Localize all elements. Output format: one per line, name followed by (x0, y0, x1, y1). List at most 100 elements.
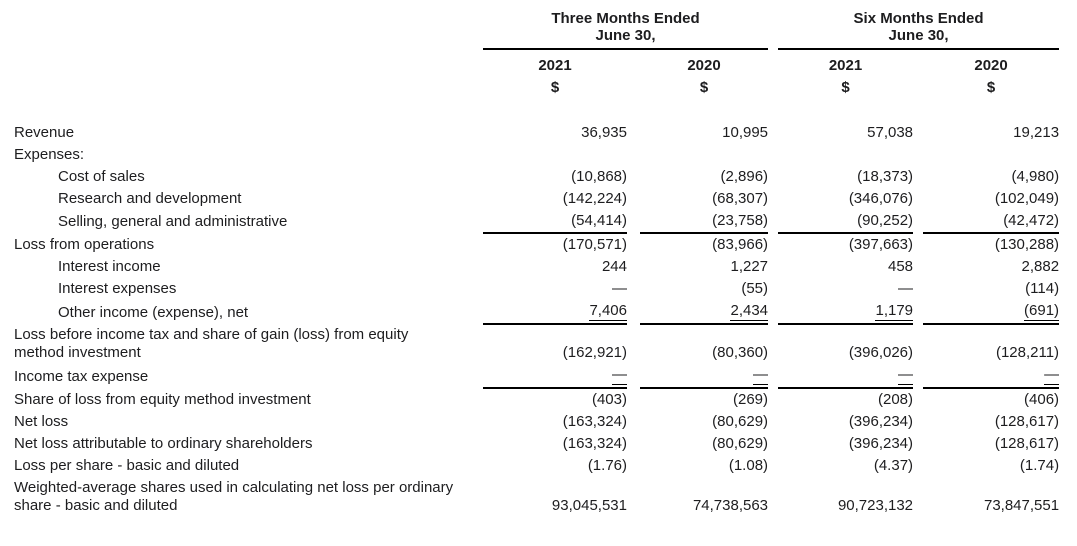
column-gap (913, 433, 923, 455)
column-gap (627, 49, 640, 74)
row-label: Interest income (58, 258, 161, 275)
column-gap (768, 233, 778, 256)
financial-statement: Three Months Ended June 30, Six Months E… (0, 10, 1077, 546)
cell-value (483, 144, 627, 166)
header-spacer (14, 74, 483, 96)
currency-symbol: $ (699, 79, 709, 96)
column-gap (768, 188, 778, 210)
underlined-value: — (612, 366, 627, 385)
column-gap (627, 455, 640, 477)
cell-value: (128,211) (995, 344, 1060, 361)
currency-symbol: $ (986, 79, 996, 96)
spacer (14, 96, 1059, 122)
row-label: Income tax expense (14, 368, 149, 385)
cell-value: (170,571) (562, 236, 627, 253)
year-column-header: 2020 (974, 57, 1008, 74)
column-gap (768, 144, 778, 166)
column-gap (768, 210, 778, 233)
table-row-selling-general-admin: Selling, general and administrative (54,… (14, 210, 1060, 234)
cell-value: — (778, 364, 914, 389)
row-label: Cost of sales (58, 168, 145, 185)
column-gap (627, 144, 640, 166)
cell-value: (396,234) (848, 413, 914, 430)
column-gap (627, 74, 640, 96)
cell-value: (90,252) (778, 210, 914, 234)
column-gap (913, 144, 923, 166)
currency-symbol: $ (550, 79, 560, 96)
cell-value: (68,307) (712, 190, 769, 207)
cell-value: (55) (741, 280, 769, 297)
row-label: Net loss attributable to ordinary shareh… (14, 435, 313, 452)
row-label: Share of loss from equity method investm… (14, 391, 311, 408)
cell-value: 2,882 (1021, 258, 1060, 275)
column-gap (627, 256, 640, 278)
period-header-row: Three Months Ended June 30, Six Months E… (14, 10, 1060, 50)
row-label: Research and development (58, 190, 242, 207)
cell-value: (208) (878, 391, 914, 408)
cell-value: (10,868) (571, 168, 627, 185)
cell-value: 2,434 (640, 300, 769, 325)
currency-header-row: $ $ $ $ (14, 74, 1059, 96)
cell-value: 36,935 (581, 124, 627, 141)
cell-value: (163,324) (562, 435, 627, 452)
cell-value: (1.76) (587, 457, 627, 474)
table-row-revenue: Revenue 36,935 10,995 57,038 19,213 (14, 122, 1059, 144)
period-group-six-months: Six Months Ended June 30, (778, 10, 1060, 50)
cell-value: 458 (888, 258, 914, 275)
cell-value: (83,966) (712, 236, 769, 253)
column-gap (768, 411, 778, 433)
cell-value: (1.74) (1019, 457, 1060, 474)
underlined-value: — (753, 366, 769, 385)
column-gap (913, 210, 923, 233)
column-gap (913, 256, 923, 278)
table-row-loss-before-income-tax: Loss before income tax and share of gain… (14, 324, 1059, 364)
column-gap (627, 166, 640, 188)
column-gap (627, 477, 640, 517)
cell-value (778, 144, 913, 166)
row-label: Selling, general and administrative (58, 213, 288, 230)
row-label: Loss from operations (14, 236, 155, 253)
column-gap (768, 433, 778, 455)
column-gap (913, 388, 923, 411)
table-row-weighted-average-shares: Weighted-average shares used in calculat… (14, 477, 1059, 517)
column-gap (913, 233, 923, 256)
row-label: Net loss (14, 413, 69, 430)
column-gap (768, 477, 778, 517)
row-label: Loss before income tax and share of gain… (14, 326, 409, 361)
column-gap (768, 49, 778, 74)
cell-value: (269) (733, 391, 769, 408)
column-gap (768, 300, 778, 324)
row-label: Loss per share - basic and diluted (14, 457, 240, 474)
underlined-value: — (1044, 366, 1060, 385)
table-row-loss-per-share: Loss per share - basic and diluted (1.76… (14, 455, 1059, 477)
table-row-loss-from-operations: Loss from operations (170,571) (83,966) … (14, 233, 1059, 256)
cell-value: (691) (923, 300, 1060, 325)
column-gap (627, 122, 640, 144)
row-label: Weighted-average shares used in calculat… (14, 479, 454, 514)
cell-value: (396,026) (848, 344, 914, 361)
cell-value: 10,995 (722, 124, 769, 141)
currency-symbol: $ (841, 79, 850, 96)
cell-value: 73,847,551 (983, 497, 1060, 514)
table-row-income-tax-expense: Income tax expense — — — — (14, 364, 1060, 389)
cell-value: (80,629) (712, 413, 769, 430)
table-row-interest-expenses: Interest expenses — (55) — (114) (14, 278, 1059, 300)
column-gap (913, 477, 923, 517)
cell-value: (163,324) (562, 413, 627, 430)
column-gap (913, 74, 923, 96)
cell-value: 1,179 (778, 300, 914, 325)
table-row-expenses-heading: Expenses: (14, 144, 1059, 166)
column-gap (768, 364, 778, 388)
cell-value: (80,629) (712, 435, 769, 452)
table-row-net-loss: Net loss (163,324) (80,629) (396,234) (1… (14, 411, 1059, 433)
column-gap (627, 233, 640, 256)
underlined-value: — (898, 366, 914, 385)
cell-value: — (612, 280, 627, 297)
cell-value: 57,038 (867, 124, 914, 141)
year-column-header: 2021 (538, 57, 572, 74)
period-group-three-months: Three Months Ended June 30, (483, 10, 769, 50)
cell-value (640, 144, 768, 166)
underlined-value: 1,179 (875, 302, 914, 321)
column-gap (913, 324, 923, 364)
cell-value: — (640, 364, 769, 389)
